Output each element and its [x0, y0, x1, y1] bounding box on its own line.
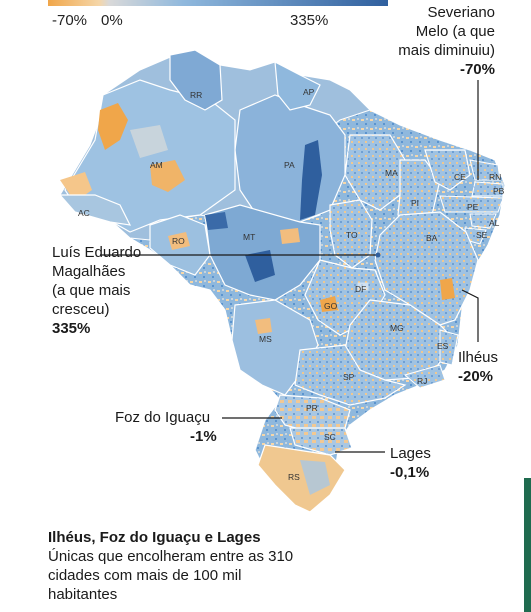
adjacent-column — [522, 0, 531, 612]
state-label: MS — [259, 334, 272, 344]
legend-bar — [48, 0, 388, 6]
state-label: MA — [385, 168, 398, 178]
state-label: SC — [324, 432, 336, 442]
state-label: RO — [172, 236, 185, 246]
annotation-name: Foz do Iguaçu — [115, 409, 211, 426]
state-label: AP — [303, 87, 315, 97]
footnote-body: Únicas que encolheram entre as 310 cidad… — [48, 548, 294, 603]
state-label: PR — [306, 403, 318, 413]
state-label: PI — [411, 198, 419, 208]
state-pa — [234, 94, 346, 223]
annotation-name: Luís Eduardo Magalhães (a que mais cresc… — [52, 244, 142, 318]
state-label: CE — [454, 172, 466, 182]
annotation-value: -20% — [458, 368, 494, 385]
state-ac — [58, 194, 132, 226]
state-labels: RR AP AM PA MA CE RN PB PE AL SE PI AC R… — [78, 87, 505, 482]
state-rs — [257, 444, 346, 513]
state-ap — [274, 60, 321, 111]
state-label: RJ — [417, 376, 427, 386]
state-df — [357, 282, 369, 291]
state-label: AM — [150, 160, 163, 170]
state-label: MT — [243, 232, 255, 242]
legend-tick-min: -70% — [52, 12, 88, 29]
state-pb — [471, 181, 504, 197]
state-label: DF — [355, 284, 366, 294]
state-label: PB — [493, 186, 505, 196]
annotation-name: Lages — [390, 445, 431, 462]
adjacent-green-block — [524, 478, 531, 612]
state-al — [469, 213, 497, 229]
state-label: RN — [489, 172, 501, 182]
state-label: AL — [489, 218, 500, 228]
state-rj — [403, 364, 446, 389]
leader-lines — [100, 80, 479, 453]
state-label: GO — [324, 301, 338, 311]
state-label: AC — [78, 208, 90, 218]
annotation-value: -70% — [459, 61, 495, 78]
state-label: ES — [437, 341, 449, 351]
state-label: RS — [288, 472, 300, 482]
footnote-title: Ilhéus, Foz do Iguaçu e Lages — [48, 529, 261, 546]
legend-tick-zero: 0% — [101, 12, 123, 29]
legend-tick-max: 335% — [290, 12, 329, 29]
annotation-value: -0,1% — [390, 464, 430, 481]
annotation-ilheus: Ilhéus -20% — [458, 348, 528, 386]
state-to — [329, 199, 373, 269]
state-label: SE — [476, 230, 488, 240]
state-label: BA — [426, 233, 438, 243]
annotation-lages: Lages -0,1% — [390, 444, 460, 482]
annotation-value: -1% — [190, 428, 217, 445]
annotation-luis: Luís Eduardo Magalhães (a que mais cresc… — [52, 243, 192, 338]
footnote: Ilhéus, Foz do Iguaçu e Lages Únicas que… — [48, 528, 308, 604]
state-label: RR — [190, 90, 202, 100]
state-ma — [344, 134, 406, 211]
state-label: PE — [467, 202, 479, 212]
pa-dark-area — [300, 140, 322, 220]
state-rr — [169, 49, 223, 111]
state-pe — [439, 195, 504, 213]
annotation-severiano: Severiano Melo (a que mais diminuiu) -70… — [380, 3, 495, 79]
state-sp — [294, 344, 407, 406]
annotation-value: 335% — [52, 320, 91, 337]
annotation-foz: Foz do Iguaçu -1% — [115, 408, 225, 446]
state-ce — [424, 149, 471, 191]
annotation-name: Ilhéus — [458, 349, 499, 366]
state-label: TO — [346, 230, 358, 240]
state-label: PA — [284, 160, 295, 170]
leader-ilheus — [461, 289, 479, 342]
state-label: MG — [390, 323, 404, 333]
annotation-name: Severiano Melo (a que mais diminuiu) — [398, 4, 495, 59]
state-es — [439, 329, 459, 366]
state-label: SP — [343, 372, 355, 382]
